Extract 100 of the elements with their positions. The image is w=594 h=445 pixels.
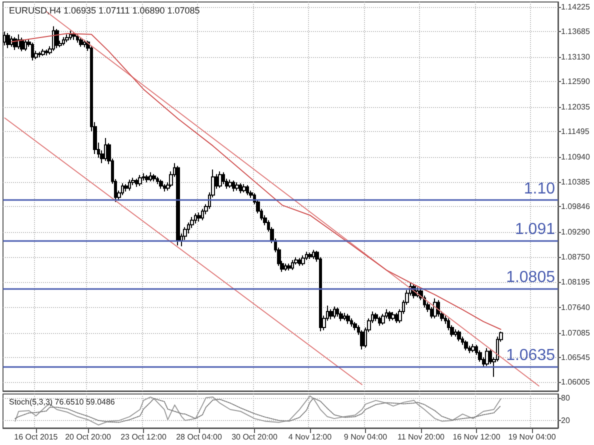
ref-line-label: 1.091 (514, 221, 556, 238)
candlestick (381, 313, 385, 326)
x-tick-label: 28 Oct 04:00 (176, 432, 222, 442)
y-tick-label: 1.08750 (561, 252, 590, 262)
ref-line-label: 1.0805 (506, 269, 556, 286)
candlestick (69, 30, 72, 40)
candlestick (312, 249, 315, 260)
candlestick (6, 32, 10, 49)
candlestick (308, 252, 312, 260)
chart-title: EURUSD,H4 1.06935 1.07111 1.06890 1.07085 (9, 6, 200, 16)
candlestick (388, 310, 392, 322)
candlestick (298, 258, 301, 266)
y-tick-label: 1.06005 (561, 378, 590, 387)
candlestick (176, 165, 180, 246)
candlestick (10, 36, 13, 48)
candlestick (72, 32, 76, 40)
candlestick (437, 300, 440, 318)
candlestick (83, 39, 86, 48)
candlestick (194, 212, 197, 224)
y-tick-label: 1.12035 (561, 102, 590, 112)
candlestick (3, 31, 6, 46)
candlestick (156, 176, 159, 185)
candlestick (301, 254, 305, 266)
candlestick (242, 184, 246, 193)
line-series (11, 33, 502, 330)
candlestick (343, 312, 346, 321)
y-tick-label: 1.06545 (561, 352, 590, 362)
ref-line-label: 1.0635 (506, 346, 556, 364)
candlestick (52, 26, 55, 52)
candlestick (128, 179, 131, 192)
candlestick (197, 212, 201, 222)
candlestick (454, 328, 457, 338)
candlestick (31, 42, 34, 61)
y-tick-label: 1.11495 (561, 126, 590, 136)
ref-line-label: 1.10 (524, 180, 556, 198)
candlestick (24, 39, 27, 52)
candlestick (336, 306, 339, 318)
candlestick (124, 184, 128, 192)
candlestick (138, 174, 142, 186)
x-tick-label: 16 Nov 12:00 (452, 432, 501, 442)
candlestick (201, 208, 204, 221)
y-tick-label: 20 (561, 416, 570, 425)
candlestick (346, 313, 350, 324)
candlestick (41, 48, 45, 56)
x-tick-label: 20 Oct 20:00 (65, 432, 112, 442)
candlestick (374, 312, 378, 322)
candlestick (350, 318, 353, 328)
x-tick-label: 11 Nov 20:00 (397, 432, 446, 442)
y-tick-label: 80 (561, 393, 570, 402)
candlestick (287, 263, 291, 271)
candlestick (65, 34, 69, 43)
y-tick-label: 1.13685 (561, 26, 590, 36)
candlestick (291, 259, 294, 271)
y-tick-label: 1.13130 (561, 52, 590, 62)
y-tick-label: 1.09290 (561, 228, 590, 237)
candlestick (121, 182, 124, 196)
candlestick (457, 330, 461, 342)
candlestick (218, 170, 222, 188)
candlestick (62, 36, 65, 46)
candlestick (464, 340, 468, 351)
x-tick-label: 4 Nov 12:00 (288, 432, 332, 442)
y-tick-label: 1.14225 (561, 2, 590, 12)
candlestick (45, 48, 48, 56)
candlestick (38, 51, 41, 58)
candlestick (395, 312, 398, 324)
candlestick (79, 38, 83, 48)
y-tick-label: 1.07640 (561, 302, 590, 312)
candlestick (284, 263, 287, 272)
candlestick (360, 330, 364, 350)
x-tick-label: 30 Oct 20:00 (232, 432, 278, 442)
candlestick (55, 28, 59, 49)
candlestick (433, 298, 437, 319)
candlestick (246, 184, 249, 196)
candlestick (378, 316, 381, 326)
candlestick (333, 306, 336, 319)
y-tick-label: 1.12590 (561, 76, 590, 86)
candlestick (152, 174, 156, 182)
y-tick-label: 1.09846 (561, 202, 590, 212)
candlestick (339, 311, 343, 322)
candlestick (239, 182, 242, 194)
x-tick-label: 19 Nov 04:00 (508, 432, 556, 442)
candlestick (17, 34, 20, 50)
candlestick (76, 34, 79, 44)
candlestick (135, 178, 138, 188)
candlestick (228, 179, 232, 188)
y-tick-label: 1.10385 (561, 178, 590, 187)
candlestick (391, 312, 395, 321)
x-tick-label: 16 Oct 2015 (14, 432, 58, 442)
candlestick (329, 308, 333, 320)
candlestick (104, 138, 107, 162)
candlestick (163, 184, 166, 192)
candlestick (232, 180, 235, 192)
candlestick (20, 37, 24, 52)
candlestick (235, 182, 239, 192)
x-tick-label: 23 Oct 12:00 (120, 432, 167, 442)
candlestick (471, 343, 475, 353)
candlestick (145, 174, 149, 183)
candlestick (222, 172, 225, 185)
y-tick-label: 1.10940 (561, 152, 590, 162)
x-tick-label: 9 Nov 04:00 (344, 432, 388, 442)
